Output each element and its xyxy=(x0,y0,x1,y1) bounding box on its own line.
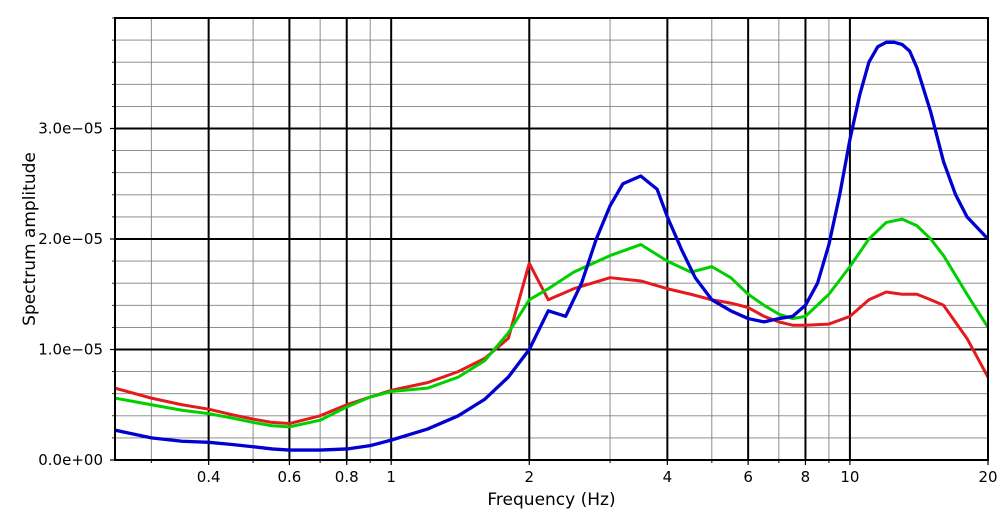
chart-svg: 0.4 0.6 0.8 1 2 4 6 8 10 20 0.0e+00 1.0e−05 2.0e−05 3… xyxy=(0,0,1002,521)
y-axis-label: Spectrum amplitude xyxy=(20,152,40,326)
x-tick-label: 20 xyxy=(978,468,997,486)
x-tick-label: 8 xyxy=(801,468,811,486)
x-tick-label: 1 xyxy=(386,468,396,486)
y-tick-label: 2.0e−05 xyxy=(38,230,103,248)
x-axis-label: Frequency (Hz) xyxy=(487,490,615,510)
x-tick-label: 0.4 xyxy=(197,468,221,486)
x-tick-label: 0.8 xyxy=(335,468,359,486)
x-tick-label: 0.6 xyxy=(277,468,301,486)
x-tick-label: 10 xyxy=(840,468,859,486)
spectrum-chart: 0.4 0.6 0.8 1 2 4 6 8 10 20 0.0e+00 1.0e−05 2.0e−05 3… xyxy=(0,0,1002,521)
y-tick-label: 3.0e−05 xyxy=(38,120,103,138)
y-tick-label: 0.0e+00 xyxy=(38,451,103,469)
x-tick-label: 2 xyxy=(524,468,534,486)
x-tick-label: 6 xyxy=(743,468,753,486)
x-tick-label: 4 xyxy=(663,468,673,486)
y-tick-label: 1.0e−05 xyxy=(38,341,103,359)
